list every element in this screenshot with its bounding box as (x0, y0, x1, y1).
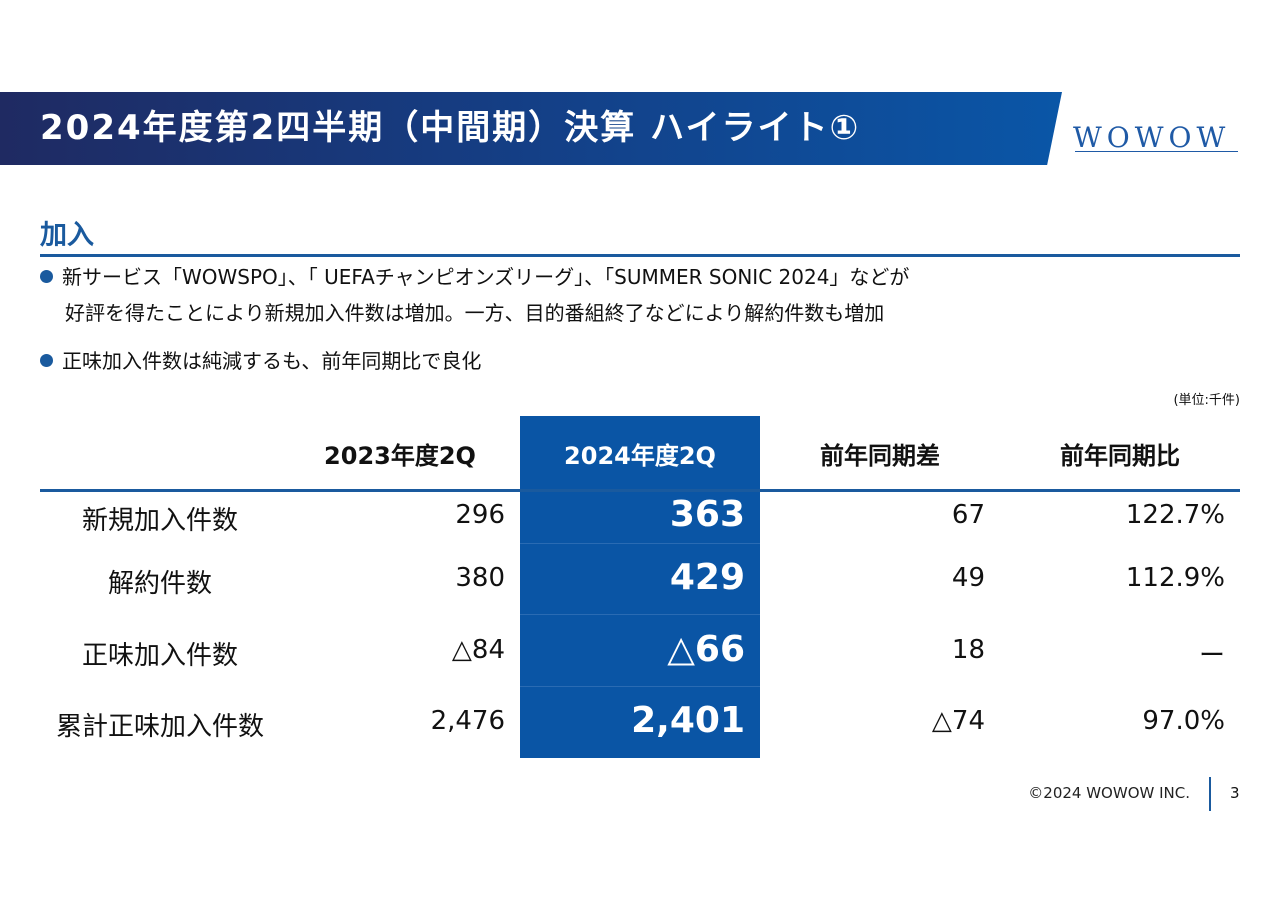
cell: 2,476 (430, 706, 505, 736)
bullet-text: 正味加入件数は純減するも、前年同期比で良化 (62, 349, 482, 373)
bullet-icon (40, 354, 53, 367)
row-label: 新規加入件数 (81, 506, 238, 536)
cell: 296 (455, 500, 505, 530)
cell: 380 (455, 563, 505, 593)
row-label: 累計正味加入件数 (55, 712, 264, 742)
row-label: 正味加入件数 (81, 641, 238, 671)
cell-highlight: 2,401 (631, 700, 745, 741)
row-separator (520, 686, 760, 687)
bullet-text-continued: 好評を得たことにより新規加入件数は増加。一方、目的番組終了などにより解約件数も増… (65, 301, 885, 325)
cell-highlight: △66 (667, 629, 745, 670)
unit-label: (単位:千件) (1173, 393, 1240, 408)
row-separator (520, 614, 760, 615)
logo-underline (1075, 151, 1238, 152)
bullet-item: 正味加入件数は純減するも、前年同期比で良化 (40, 343, 481, 379)
column-header: 前年同期比 (1060, 442, 1180, 470)
row-separator (520, 543, 760, 544)
highlight-column (520, 416, 760, 758)
column-header: 2023年度2Q (324, 442, 476, 470)
cell: 122.7% (1125, 500, 1225, 530)
header-divider (40, 489, 1240, 492)
page-title: 2024年度第2四半期（中間期）決算 ハイライト① (40, 108, 861, 148)
column-header: 前年同期差 (820, 442, 940, 470)
cell: 49 (951, 563, 985, 593)
title-banner (0, 92, 1062, 165)
column-header-highlight: 2024年度2Q (564, 442, 716, 470)
cell: ー (1198, 641, 1225, 671)
cell-highlight: 363 (669, 494, 745, 535)
copyright: ©2024 WOWOW INC. (1028, 784, 1190, 802)
cell: △84 (451, 635, 505, 665)
footer-divider (1209, 777, 1211, 811)
cell-highlight: 429 (669, 557, 745, 598)
bullet-icon (40, 270, 53, 283)
bullet-text: 新サービス「WOWSPO」、「 UEFAチャンピオンズリーグ」、「SUMMER … (62, 265, 910, 289)
cell: 67 (951, 500, 985, 530)
wowow-logo: WOWOW (1073, 121, 1231, 154)
row-label: 解約件数 (107, 569, 212, 599)
section-title: 加入 (40, 220, 94, 251)
cell: 97.0% (1142, 706, 1225, 736)
cell: 112.9% (1125, 563, 1225, 593)
bullet-item: 新サービス「WOWSPO」、「 UEFAチャンピオンズリーグ」、「SUMMER … (40, 259, 909, 331)
page-number: 3 (1230, 784, 1240, 802)
cell: △74 (931, 706, 985, 736)
cell: 18 (951, 635, 985, 665)
section-divider (40, 254, 1240, 257)
